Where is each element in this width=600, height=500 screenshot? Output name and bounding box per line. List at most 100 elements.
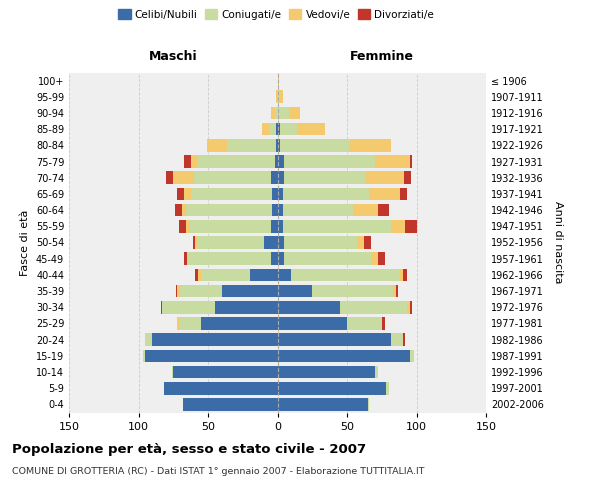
Bar (271, 172, 277, 184)
Bar (347, 317, 382, 330)
Bar (176, 285, 178, 298)
Bar (191, 188, 272, 200)
Bar (284, 252, 371, 265)
Bar (277, 204, 283, 216)
Bar (375, 155, 410, 168)
Bar (179, 220, 186, 232)
Bar (312, 285, 393, 298)
Bar (269, 123, 276, 136)
Bar (283, 204, 353, 216)
Bar (277, 252, 284, 265)
Bar (271, 106, 275, 120)
Bar (280, 90, 283, 103)
Bar (277, 139, 280, 151)
Bar (201, 268, 250, 281)
Bar (289, 106, 300, 120)
Bar (193, 236, 196, 249)
Bar (386, 382, 389, 394)
Bar (277, 90, 280, 103)
Bar (172, 366, 173, 378)
Bar (186, 204, 272, 216)
Bar (283, 220, 391, 232)
Bar (277, 268, 292, 281)
Bar (365, 172, 404, 184)
Bar (166, 172, 173, 184)
Bar (263, 236, 277, 249)
Y-axis label: Anni di nascita: Anni di nascita (553, 201, 563, 283)
Bar (178, 188, 184, 200)
Bar (277, 334, 391, 346)
Text: Maschi: Maschi (149, 50, 197, 63)
Bar (340, 301, 407, 314)
Bar (277, 350, 410, 362)
Bar (277, 366, 375, 378)
Bar (277, 155, 284, 168)
Bar (277, 172, 284, 184)
Bar (272, 204, 277, 216)
Bar (215, 301, 277, 314)
Bar (277, 398, 368, 410)
Bar (183, 398, 277, 410)
Bar (173, 172, 194, 184)
Bar (180, 317, 201, 330)
Bar (369, 188, 400, 200)
Bar (406, 220, 416, 232)
Bar (277, 382, 386, 394)
Bar (191, 155, 198, 168)
Bar (350, 139, 391, 151)
Bar (198, 268, 201, 281)
Bar (407, 301, 410, 314)
Bar (272, 188, 277, 200)
Bar (275, 155, 277, 168)
Bar (161, 301, 162, 314)
Bar (284, 236, 357, 249)
Bar (276, 139, 277, 151)
Bar (410, 301, 412, 314)
Bar (184, 155, 191, 168)
Bar (391, 220, 406, 232)
Bar (277, 74, 279, 87)
Bar (377, 204, 389, 216)
Bar (271, 220, 277, 232)
Bar (403, 334, 406, 346)
Bar (162, 301, 215, 314)
Bar (277, 188, 283, 200)
Bar (357, 236, 364, 249)
Bar (271, 252, 277, 265)
Bar (178, 317, 180, 330)
Bar (353, 204, 377, 216)
Bar (280, 139, 350, 151)
Bar (403, 268, 407, 281)
Bar (196, 268, 198, 281)
Bar (280, 123, 297, 136)
Bar (404, 172, 411, 184)
Bar (377, 252, 385, 265)
Bar (375, 366, 377, 378)
Bar (164, 382, 277, 394)
Bar (364, 236, 371, 249)
Bar (175, 204, 182, 216)
Bar (187, 252, 271, 265)
Bar (276, 123, 277, 136)
Bar (276, 90, 277, 103)
Bar (196, 236, 197, 249)
Bar (250, 268, 277, 281)
Text: Femmine: Femmine (350, 50, 414, 63)
Bar (382, 317, 385, 330)
Text: COMUNE DI GROTTERIA (RC) - Dati ISTAT 1° gennaio 2007 - Elaborazione TUTTITALIA.: COMUNE DI GROTTERIA (RC) - Dati ISTAT 1°… (12, 468, 425, 476)
Bar (152, 334, 277, 346)
Bar (391, 334, 403, 346)
Bar (400, 188, 407, 200)
Bar (182, 204, 186, 216)
Bar (410, 350, 414, 362)
Bar (292, 268, 400, 281)
Bar (410, 155, 412, 168)
Bar (277, 285, 312, 298)
Bar (173, 366, 277, 378)
Bar (194, 172, 271, 184)
Bar (198, 155, 275, 168)
Bar (277, 106, 289, 120)
Bar (145, 350, 277, 362)
Bar (393, 285, 395, 298)
Bar (190, 220, 271, 232)
